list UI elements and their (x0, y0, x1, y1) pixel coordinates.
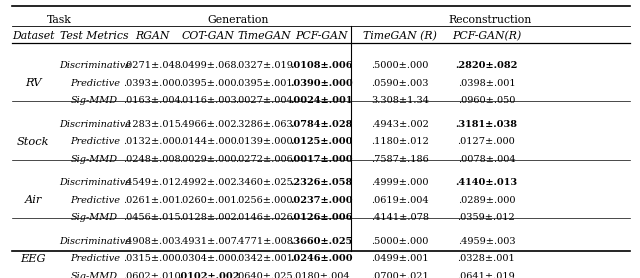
Text: .0024±.001: .0024±.001 (290, 96, 353, 105)
Text: .4943±.002: .4943±.002 (371, 120, 429, 129)
Text: .0304±.000: .0304±.000 (179, 254, 237, 263)
Text: .0342±.001: .0342±.001 (236, 254, 293, 263)
Text: .0641±.019: .0641±.019 (458, 272, 515, 278)
Text: Dataset: Dataset (12, 31, 54, 41)
Text: Predictive: Predictive (70, 137, 120, 146)
Text: .0359±.012: .0359±.012 (458, 214, 515, 222)
Text: .3286±.063: .3286±.063 (236, 120, 293, 129)
Text: .0246±.000: .0246±.000 (290, 254, 353, 263)
Text: .0144±.000: .0144±.000 (179, 137, 237, 146)
Text: .0327±.019: .0327±.019 (236, 61, 293, 70)
Text: .0017±.000: .0017±.000 (290, 155, 353, 164)
Text: .0102±.002: .0102±.002 (177, 272, 239, 278)
Text: .0960±.050: .0960±.050 (458, 96, 515, 105)
Text: .4999±.000: .4999±.000 (371, 178, 429, 187)
Text: .4931±.007: .4931±.007 (179, 237, 237, 246)
Text: .0127±.000: .0127±.000 (458, 137, 515, 146)
Text: .0027±.004: .0027±.004 (236, 96, 293, 105)
Text: .0393±.000: .0393±.000 (124, 79, 181, 88)
Text: Sig-MMD: Sig-MMD (71, 155, 118, 164)
Text: PCF-GAN: PCF-GAN (295, 31, 348, 41)
Text: .0163±.004: .0163±.004 (124, 96, 181, 105)
Text: .0180±.004: .0180±.004 (292, 272, 350, 278)
Text: .0784±.028: .0784±.028 (290, 120, 353, 129)
Text: .0146±.026: .0146±.026 (236, 214, 293, 222)
Text: .0390±.000: .0390±.000 (290, 79, 353, 88)
Text: Discriminative: Discriminative (59, 61, 131, 70)
Text: .4141±.078: .4141±.078 (371, 214, 429, 222)
Text: .4549±.012: .4549±.012 (124, 178, 181, 187)
Text: Discriminative: Discriminative (59, 237, 131, 246)
Text: .4992±.002: .4992±.002 (179, 178, 237, 187)
Text: .2820±.082: .2820±.082 (455, 61, 518, 70)
Text: TimeGAN (R): TimeGAN (R) (363, 31, 437, 41)
Text: .0590±.003: .0590±.003 (371, 79, 429, 88)
Text: Task: Task (47, 15, 71, 25)
Text: .0128±.002: .0128±.002 (179, 214, 237, 222)
Text: .4771±.008: .4771±.008 (236, 237, 293, 246)
Text: PCF-GAN(R): PCF-GAN(R) (452, 31, 521, 41)
Text: .0108±.006: .0108±.006 (290, 61, 353, 70)
Text: TimeGAN: TimeGAN (237, 31, 291, 41)
Text: .0078±.004: .0078±.004 (458, 155, 515, 164)
Text: Discriminative: Discriminative (59, 178, 131, 187)
Text: .0271±.048: .0271±.048 (124, 61, 181, 70)
Text: Sig-MMD: Sig-MMD (71, 272, 118, 278)
Text: .3181±.038: .3181±.038 (456, 120, 517, 129)
Text: .5000±.000: .5000±.000 (371, 61, 429, 70)
Text: .0132±.000: .0132±.000 (124, 137, 181, 146)
Text: .0272±.006: .0272±.006 (236, 155, 293, 164)
Text: RV: RV (25, 78, 42, 88)
Text: COT-GAN: COT-GAN (182, 31, 234, 41)
Text: .0256±.000: .0256±.000 (236, 196, 293, 205)
Text: .4908±.003: .4908±.003 (124, 237, 181, 246)
Text: .3660±.025: .3660±.025 (290, 237, 353, 246)
Text: .0640±.025: .0640±.025 (236, 272, 293, 278)
Text: .0260±.001: .0260±.001 (179, 196, 237, 205)
Text: Stock: Stock (17, 137, 49, 147)
Text: .4966±.002: .4966±.002 (179, 120, 237, 129)
Text: Sig-MMD: Sig-MMD (71, 214, 118, 222)
Text: .0237±.000: .0237±.000 (290, 196, 353, 205)
Text: .5000±.000: .5000±.000 (371, 237, 429, 246)
Text: .0125±.000: .0125±.000 (290, 137, 353, 146)
Text: 3.308±1.34: 3.308±1.34 (371, 96, 429, 105)
Text: Air: Air (24, 195, 42, 205)
Text: Sig-MMD: Sig-MMD (71, 96, 118, 105)
Text: .0499±.068: .0499±.068 (179, 61, 237, 70)
Text: .0499±.001: .0499±.001 (371, 254, 429, 263)
Text: .0700±.021: .0700±.021 (371, 272, 429, 278)
Text: .4140±.013: .4140±.013 (455, 178, 518, 187)
Text: .0602±.010: .0602±.010 (124, 272, 181, 278)
Text: .2326±.058: .2326±.058 (290, 178, 353, 187)
Text: .0261±.001: .0261±.001 (124, 196, 181, 205)
Text: Reconstruction: Reconstruction (449, 15, 532, 25)
Text: .7587±.186: .7587±.186 (371, 155, 429, 164)
Text: RGAN: RGAN (135, 31, 170, 41)
Text: Test Metrics: Test Metrics (60, 31, 129, 41)
Text: .0395±.001: .0395±.001 (236, 79, 293, 88)
Text: .0116±.003: .0116±.003 (179, 96, 237, 105)
Text: .0456±.015: .0456±.015 (124, 214, 181, 222)
Text: .1180±.012: .1180±.012 (371, 137, 429, 146)
Text: .0315±.000: .0315±.000 (124, 254, 181, 263)
Text: .0029±.000: .0029±.000 (179, 155, 237, 164)
Text: EEG: EEG (20, 254, 46, 264)
Text: Predictive: Predictive (70, 196, 120, 205)
Text: .4959±.003: .4959±.003 (458, 237, 515, 246)
Text: .0398±.001: .0398±.001 (458, 79, 515, 88)
Text: .1283±.015: .1283±.015 (124, 120, 181, 129)
Text: .0248±.008: .0248±.008 (124, 155, 181, 164)
Text: .0328±.001: .0328±.001 (458, 254, 515, 263)
Text: Predictive: Predictive (70, 254, 120, 263)
Text: .0289±.000: .0289±.000 (458, 196, 515, 205)
Text: .0619±.004: .0619±.004 (371, 196, 429, 205)
Text: .3460±.025: .3460±.025 (236, 178, 293, 187)
Text: .0395±.000: .0395±.000 (179, 79, 237, 88)
Text: .0139±.000: .0139±.000 (236, 137, 293, 146)
Text: .0126±.006: .0126±.006 (290, 214, 353, 222)
Text: Predictive: Predictive (70, 79, 120, 88)
Text: Generation: Generation (207, 15, 269, 25)
Text: Discriminative: Discriminative (59, 120, 131, 129)
